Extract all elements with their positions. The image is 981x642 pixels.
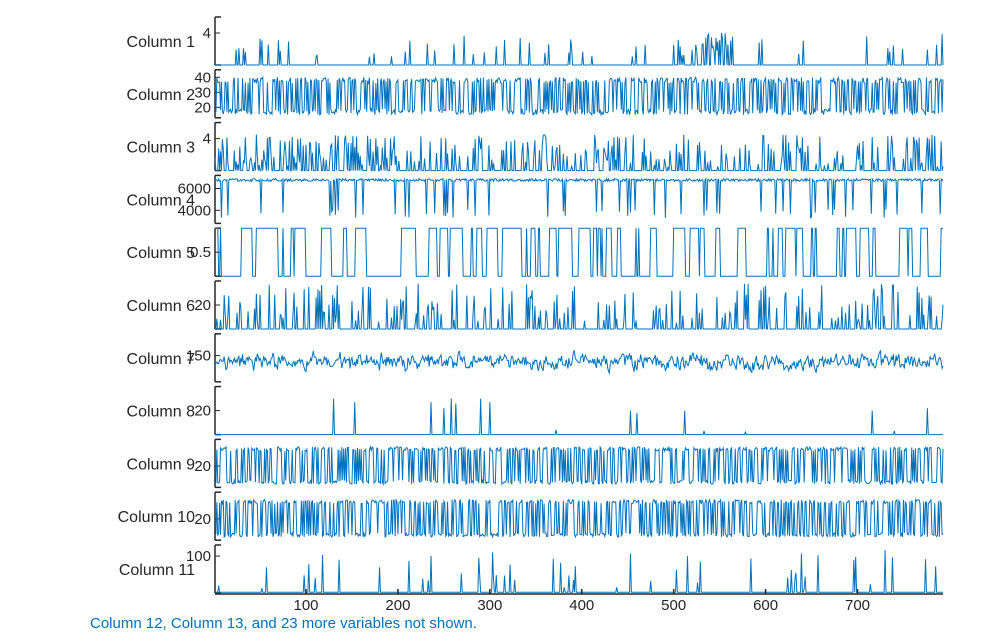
hidden-variables-note: Column 12, Column 13, and 23 more variab… (90, 615, 477, 632)
row-label: Column 5 (127, 245, 196, 262)
row-y-tick-label: 20 (194, 297, 211, 314)
row-series-line (214, 75, 944, 117)
row-y-tick-label: 20 (194, 99, 211, 116)
row-series-line (215, 283, 944, 330)
x-tick-label: 400 (569, 597, 594, 614)
row-series-line (214, 498, 944, 539)
row-series-line (215, 550, 943, 593)
row-series-line (215, 398, 943, 436)
row-series-line (214, 134, 944, 172)
x-tick-label: 300 (477, 597, 502, 614)
row-label: Column 2 (127, 87, 196, 104)
row-y-tick-label: 20 (194, 458, 211, 475)
row-label: Column 9 (127, 456, 196, 473)
row-series-line (214, 177, 944, 219)
row-label: Column 1 (127, 34, 196, 51)
row-y-tick-label: 4 (203, 25, 211, 42)
x-tick-label: 200 (385, 597, 410, 614)
row-y-tick-label: 20 (194, 511, 211, 528)
x-tick-label: 600 (753, 597, 778, 614)
row-y-tick-label: 4 (203, 131, 211, 148)
row-y-tick-label: 40 (194, 69, 211, 86)
row-series-line (214, 349, 944, 376)
row-y-tick-label: 150 (186, 348, 211, 365)
row-label: Column 10 (118, 509, 195, 526)
row-series-line (215, 32, 944, 66)
row-series-line (215, 227, 943, 277)
row-label: Column 4 (127, 192, 196, 209)
x-tick-label: 100 (293, 597, 318, 614)
row-y-tick-label: 30 (194, 84, 211, 101)
x-tick-label: 500 (661, 597, 686, 614)
x-tick-label: 700 (845, 597, 870, 614)
row-y-tick-label: 6000 (178, 180, 211, 197)
row-y-tick-label: 0.5 (190, 244, 211, 261)
row-y-tick-label: 100 (186, 548, 211, 565)
row-label: Column 11 (119, 562, 195, 579)
row-label: Column 7 (127, 351, 196, 368)
row-y-tick-label: 20 (194, 403, 211, 420)
row-series-line (214, 444, 944, 486)
row-label: Column 3 (127, 140, 196, 157)
row-label: Column 6 (127, 298, 196, 315)
row-y-tick-label: 4000 (178, 202, 211, 219)
row-label: Column 8 (127, 404, 196, 421)
